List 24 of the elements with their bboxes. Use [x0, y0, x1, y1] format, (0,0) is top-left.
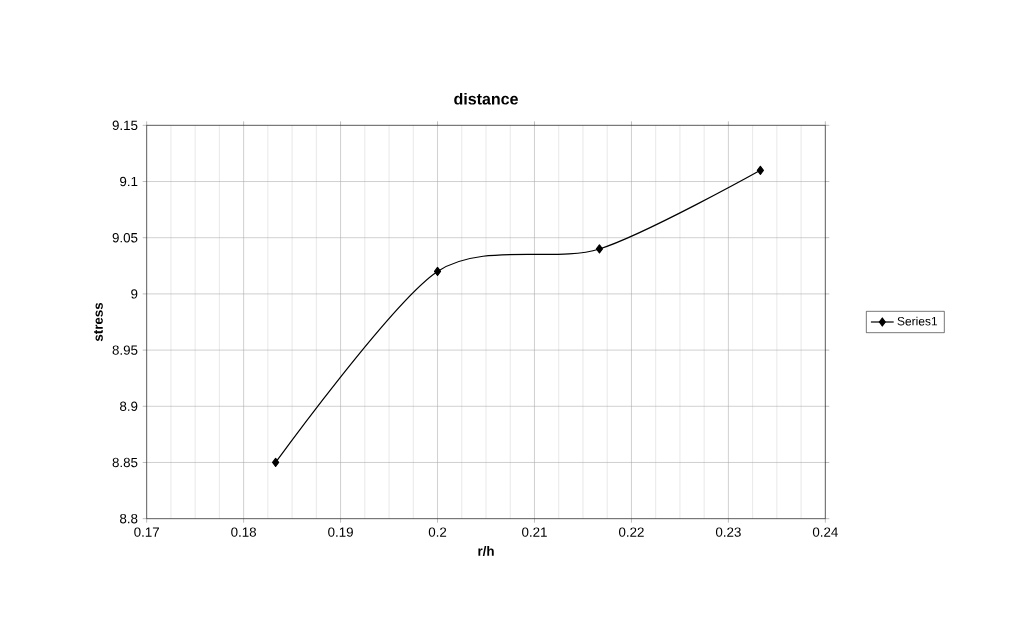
x-tick-label: 0.19	[328, 527, 353, 537]
x-tick-label: 0.18	[231, 527, 257, 537]
x-tick-label: 0.17	[134, 527, 159, 537]
x-axis-title: r/h	[478, 545, 494, 556]
y-tick-label: 9	[131, 289, 138, 299]
x-tick-label: 0.22	[618, 527, 644, 537]
point	[595, 244, 604, 254]
y-tick-label: 9.05	[112, 233, 138, 243]
y-tick-label: 9.1	[120, 176, 138, 187]
point	[756, 165, 764, 175]
y-tick-label: 8.95	[112, 345, 138, 355]
x-tick-label: 0.2	[428, 527, 447, 537]
chart-title: distance	[454, 92, 518, 105]
y-tick-label: 8.9	[120, 401, 138, 411]
x-tick-label: 0.23	[715, 527, 741, 537]
point	[272, 457, 280, 468]
y-tick-label: 8.85	[112, 457, 138, 468]
y-tick-label: 9.15	[112, 120, 138, 131]
legend-label: Series1	[897, 316, 938, 326]
y-tick-label: 8.8	[120, 513, 138, 524]
x-tick-label: 0.21	[522, 527, 547, 537]
x-tick-label: 0.24	[812, 527, 838, 537]
point	[433, 266, 442, 277]
y-axis-title: stress	[94, 302, 103, 342]
